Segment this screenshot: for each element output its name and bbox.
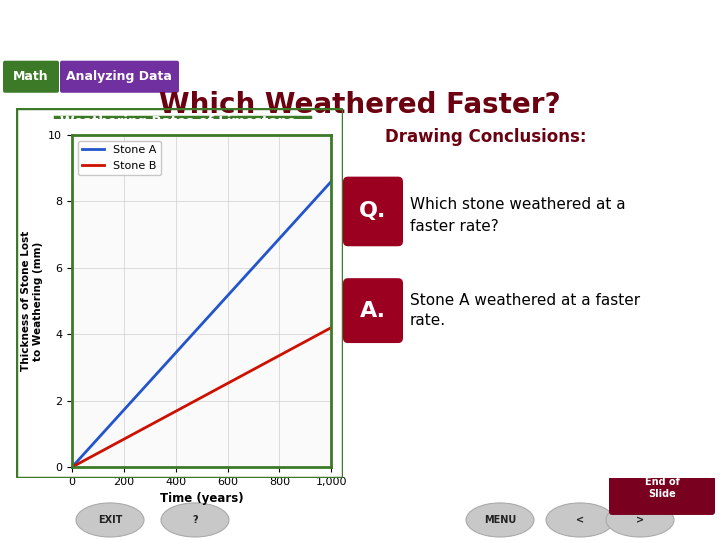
Text: <: < (576, 515, 584, 525)
Text: Which Weathered Faster?: Which Weathered Faster? (159, 91, 561, 119)
Text: A.: A. (360, 301, 386, 321)
Text: End of
Slide: End of Slide (644, 477, 680, 499)
Text: MENU: MENU (484, 515, 516, 525)
FancyBboxPatch shape (3, 60, 59, 93)
Text: Weathering and Soil Formation: Weathering and Soil Formation (9, 18, 323, 36)
Text: Weathering Rates of Limestone: Weathering Rates of Limestone (60, 115, 296, 128)
Text: Q.: Q. (359, 201, 387, 221)
FancyBboxPatch shape (343, 177, 403, 246)
Text: Math: Math (13, 70, 49, 83)
Ellipse shape (546, 503, 614, 537)
Ellipse shape (161, 503, 229, 537)
FancyBboxPatch shape (343, 278, 403, 343)
X-axis label: Time (years): Time (years) (160, 492, 243, 505)
Text: >: > (636, 515, 644, 525)
Text: Drawing Conclusions:: Drawing Conclusions: (385, 128, 587, 146)
Text: rate.: rate. (410, 313, 446, 328)
Text: faster rate?: faster rate? (410, 219, 499, 234)
Text: EXIT: EXIT (98, 515, 122, 525)
Text: ?: ? (192, 515, 198, 525)
Text: Stone A weathered at a faster: Stone A weathered at a faster (410, 293, 640, 308)
Ellipse shape (76, 503, 144, 537)
Text: Analyzing Data: Analyzing Data (66, 70, 172, 83)
Y-axis label: Thickness of Stone Lost
to Weathering (mm): Thickness of Stone Lost to Weathering (m… (21, 231, 42, 371)
Ellipse shape (0, 390, 720, 510)
FancyBboxPatch shape (60, 60, 179, 93)
Ellipse shape (466, 503, 534, 537)
Text: - Rocks and Weathering: - Rocks and Weathering (279, 18, 498, 36)
Text: Which stone weathered at a: Which stone weathered at a (410, 197, 626, 212)
FancyBboxPatch shape (609, 461, 715, 515)
Ellipse shape (504, 17, 720, 130)
Legend: Stone A, Stone B: Stone A, Stone B (78, 140, 161, 175)
Ellipse shape (606, 503, 674, 537)
